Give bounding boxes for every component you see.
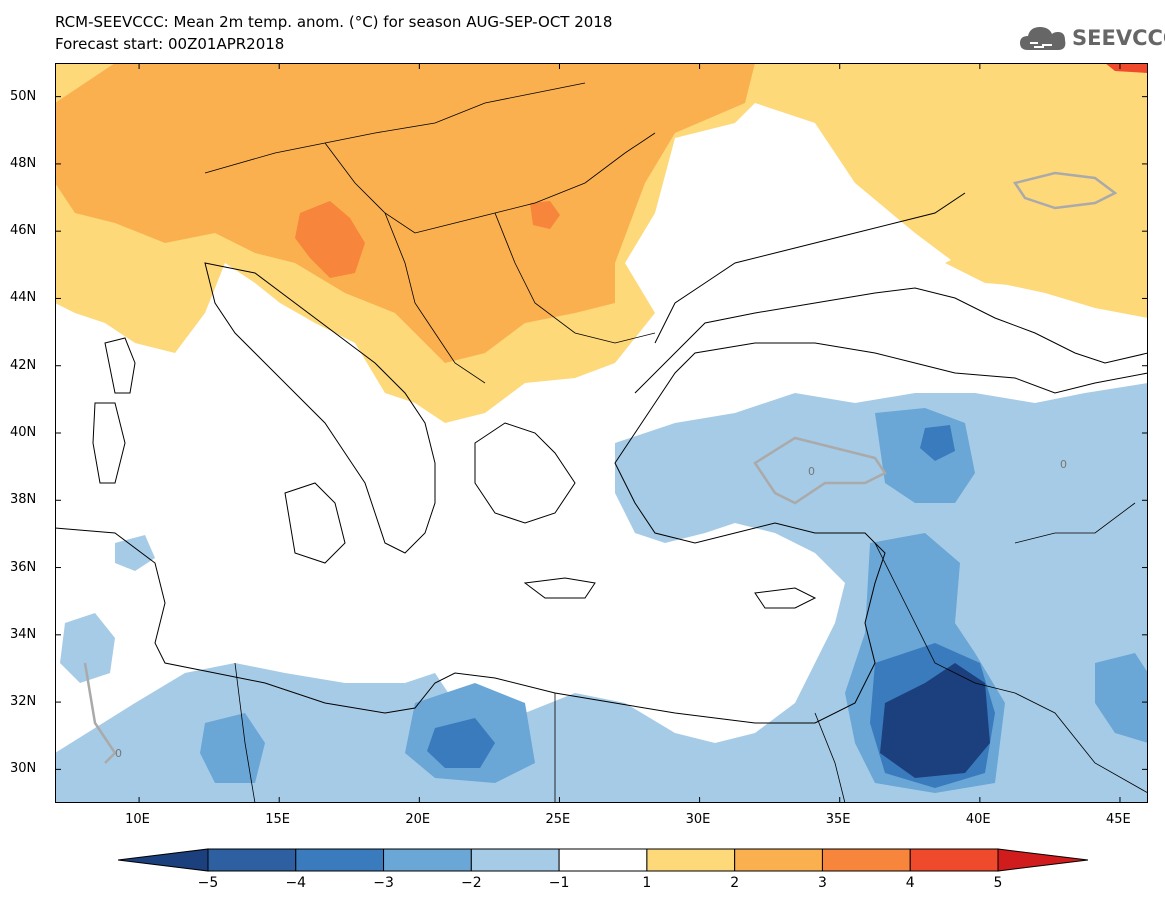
colorbar-tick-label: 1 <box>642 875 652 891</box>
longitude-tick-label: 25E <box>545 812 571 827</box>
latitude-tick-label: 48N <box>10 155 37 171</box>
anomaly-area-3-4 <box>295 201 365 278</box>
colorbar-segment <box>558 848 648 872</box>
anomaly-area-neg4-neg3 <box>427 718 495 768</box>
anomaly-area-neg5-neg4 <box>880 663 990 778</box>
colorbar-tick-label: 2 <box>730 875 740 891</box>
latitude-tick-label: 36N <box>10 559 37 575</box>
anomaly-area-neg2-neg1 <box>115 535 155 571</box>
latitude-tick-label: 40N <box>10 425 37 440</box>
longitude-tick-label: 30E <box>685 812 711 827</box>
latitude-tick-label: 50N <box>10 88 37 104</box>
colorbar-tick-label: −5 <box>197 875 219 891</box>
colorbar-segment <box>734 848 823 872</box>
colorbar-tick-label: −1 <box>548 875 570 891</box>
latitude-tick-label: 32N <box>10 694 37 710</box>
colorbar-tick-label: 3 <box>817 875 827 891</box>
zero-contour <box>753 436 887 505</box>
colorbar-segment <box>470 848 560 872</box>
colorbar-segment <box>207 848 297 872</box>
anomaly-area-neg3-neg2 <box>1095 653 1148 743</box>
coastlines <box>55 192 1148 724</box>
contour-label: 0 <box>808 465 815 478</box>
longitude-tick-label: 10E <box>125 812 150 827</box>
colorbar-tick-label: −3 <box>373 875 394 891</box>
contour-label: 0 <box>115 747 122 760</box>
colorbar-tick-label: −4 <box>285 875 307 891</box>
colorbar-tick-label: 5 <box>993 875 1003 891</box>
latitude-tick-label: 42N <box>10 357 37 373</box>
colorbar-lower-extension <box>118 848 209 872</box>
cloud-icon <box>1020 27 1066 50</box>
longitude-tick-label: 35E <box>825 812 851 827</box>
latitude-tick-label: 46N <box>10 223 37 239</box>
anomaly-area-neg2-neg1 <box>60 613 115 683</box>
country-borders <box>204 82 1148 803</box>
logo-text: SEEVCCC <box>1072 26 1165 50</box>
axis-ticks <box>55 63 1148 803</box>
latitude-tick-label: 30N <box>10 761 37 777</box>
anomaly-area-1-2 <box>945 223 1148 298</box>
contour-label: 0 <box>1060 458 1067 471</box>
anomaly-area-2-3 <box>55 63 755 363</box>
colorbar-segment <box>646 848 736 872</box>
zero-contour <box>1012 171 1118 210</box>
colorbar-upper-extension <box>997 848 1088 872</box>
colorbar-tick-label: 4 <box>905 875 915 891</box>
colorbar-segment <box>821 848 911 872</box>
anomaly-area-neg4-neg3 <box>920 425 955 461</box>
map-title: RCM-SEEVCCC: Mean 2m temp. anom. (°C) fo… <box>55 13 613 31</box>
anomaly-area-2-3 <box>455 223 585 313</box>
colorbar <box>118 848 1088 872</box>
temperature-anomaly-map: 0 0 0 <box>55 63 1148 803</box>
colorbar-segment <box>909 848 999 872</box>
longitude-tick-label: 15E <box>265 812 290 827</box>
longitude-tick-label: 45E <box>1105 812 1131 827</box>
zero-contour <box>83 662 117 764</box>
anomaly-area-3-4 <box>530 201 560 229</box>
longitude-tick-label: 20E <box>405 812 431 827</box>
colorbar-segment <box>295 848 385 872</box>
forecast-start-label: Forecast start: 00Z01APR2018 <box>55 35 285 53</box>
colorbar-tick-label: −2 <box>461 875 482 891</box>
latitude-tick-label: 38N <box>10 492 37 508</box>
seevccc-logo: SEEVCCC <box>1018 22 1165 54</box>
latitude-tick-label: 34N <box>10 626 37 642</box>
longitude-tick-label: 40E <box>965 812 991 827</box>
colorbar-segment <box>383 848 472 872</box>
latitude-tick-label: 44N <box>10 290 37 306</box>
anomaly-area-4-5 <box>1105 63 1148 73</box>
